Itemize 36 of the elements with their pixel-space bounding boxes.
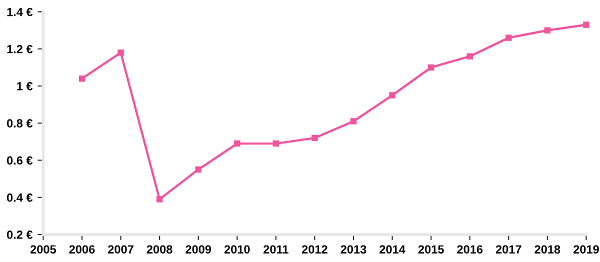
x-tick-label: 2005 <box>30 245 56 254</box>
y-tick-label: 1.2 € <box>7 44 33 54</box>
x-tick-label: 2014 <box>380 245 406 254</box>
point <box>156 196 163 202</box>
x-tick-label: 2019 <box>573 245 599 254</box>
point <box>312 134 318 142</box>
point <box>272 140 280 147</box>
x-tick-label: 2007 <box>108 245 134 254</box>
point <box>195 166 202 173</box>
x-tick-label: 2015 <box>418 245 444 254</box>
point <box>583 22 590 28</box>
y-tick-label: 0.4 € <box>6 193 33 202</box>
x-tick-label: 2018 <box>534 245 560 254</box>
x-tick-label: 2017 <box>496 245 522 254</box>
point <box>506 34 512 41</box>
y-tick-label: 0.6 € <box>6 156 33 165</box>
y-tick-label: 1 € <box>17 82 33 90</box>
point <box>350 118 357 124</box>
point <box>234 140 240 147</box>
y-tick-label: 0.8 € <box>6 119 33 128</box>
x-tick-label: 2006 <box>69 245 95 254</box>
y-tick-label: 0.2 € <box>6 230 33 239</box>
x-tick-label: 2016 <box>457 245 483 254</box>
point <box>428 64 434 71</box>
x-tick-label: 2010 <box>224 245 250 254</box>
x-tick-label: 2012 <box>302 245 328 254</box>
x-tick-label: 2008 <box>146 245 172 254</box>
x-tick-label: 2009 <box>186 245 212 254</box>
point <box>389 92 396 98</box>
x-tick-label: 2013 <box>340 245 366 254</box>
point <box>466 53 473 60</box>
point <box>118 49 124 56</box>
point <box>78 75 86 82</box>
x-tick-label: 2011 <box>264 245 288 254</box>
point <box>544 27 551 34</box>
y-tick-label: 1.4 € <box>7 8 33 16</box>
